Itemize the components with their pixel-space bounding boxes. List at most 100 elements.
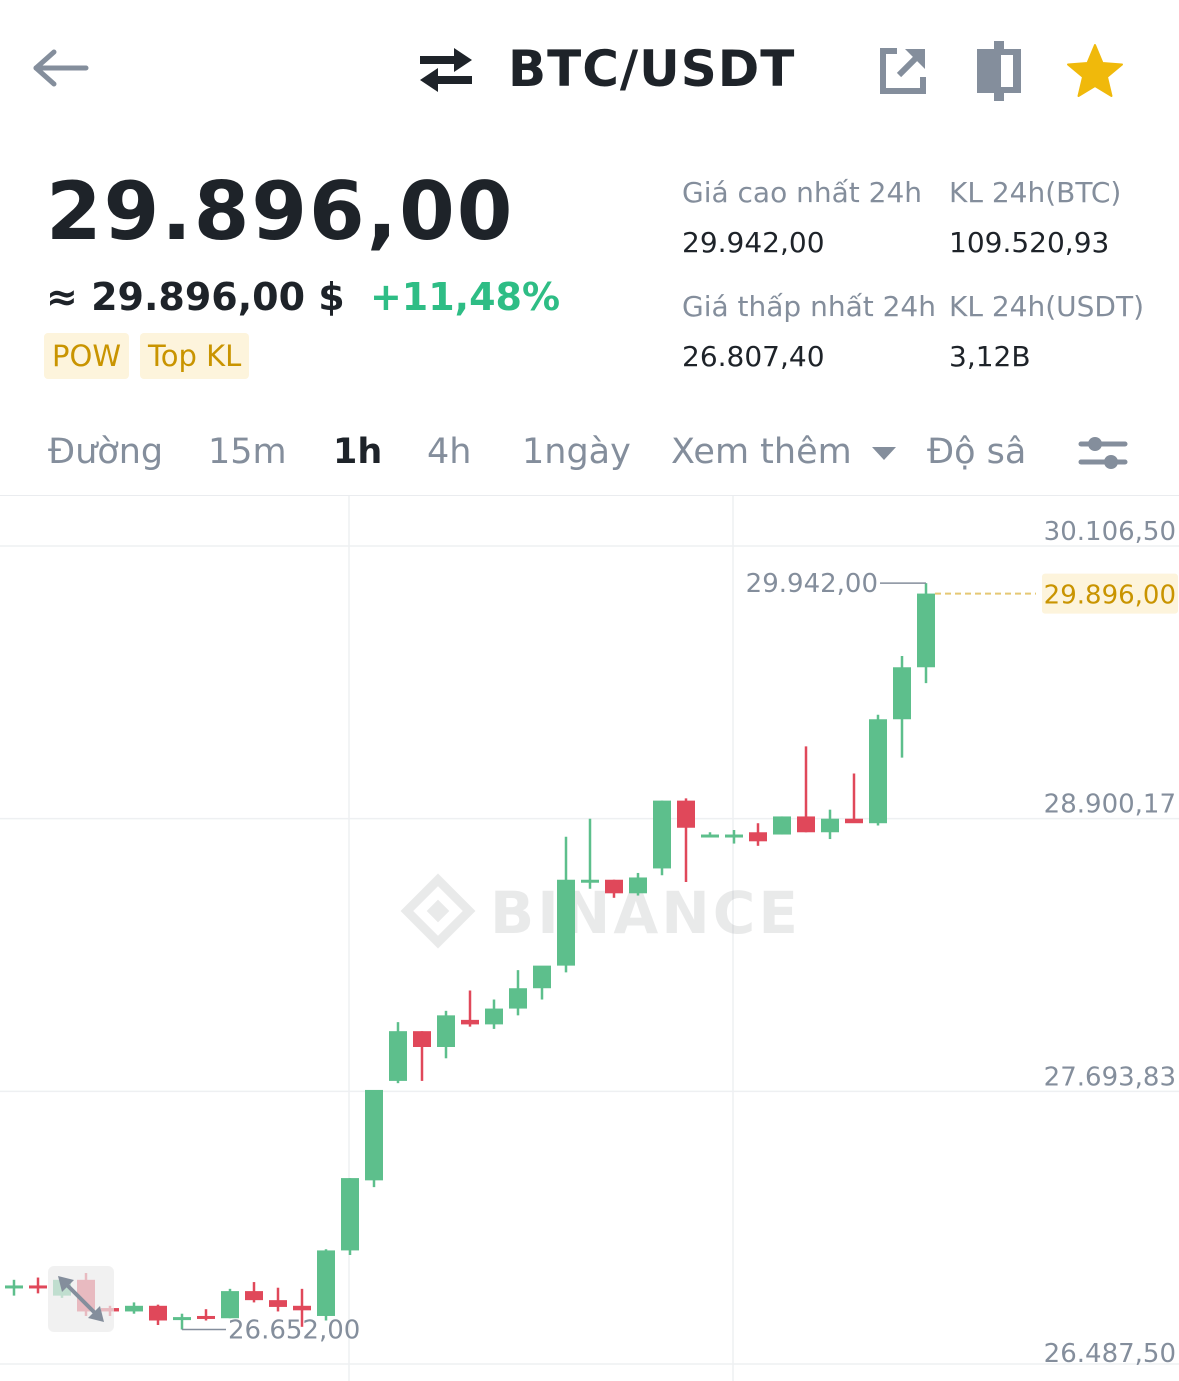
- candle-body: [317, 1250, 335, 1316]
- candle-body: [29, 1285, 47, 1289]
- last-price-label: 29.896,00: [1044, 581, 1176, 611]
- candle: [365, 1089, 383, 1188]
- tag-top-volume[interactable]: Top KL: [140, 333, 250, 379]
- candle-body: [437, 1015, 455, 1047]
- candle: [773, 816, 791, 835]
- volume-btc-label: KL 24h(BTC): [949, 176, 1122, 209]
- tag-pow[interactable]: POW: [44, 333, 129, 379]
- swap-pair-button[interactable]: [414, 42, 478, 98]
- expand-icon: [58, 1276, 104, 1322]
- candle: [605, 879, 623, 898]
- tab-more[interactable]: Xem thêm: [671, 432, 897, 472]
- candle: [437, 1010, 455, 1059]
- tabs-divider: [0, 495, 1179, 496]
- candle-body: [701, 834, 719, 838]
- volume-usdt-label: KL 24h(USDT): [949, 290, 1145, 323]
- price-markers: 29.942,00 26.652,00 29.896,00: [182, 569, 1178, 1346]
- candle-body: [629, 877, 647, 894]
- candle: [677, 798, 695, 882]
- chart-settings-button[interactable]: [1074, 426, 1132, 480]
- usd-price: 29.896,00 $: [91, 275, 345, 319]
- candle-body: [581, 879, 599, 883]
- y-tick-label: 26.487,50: [1044, 1339, 1176, 1369]
- chart-watermark: BINANCE: [400, 873, 798, 949]
- y-tick-label: 28.900,17: [1044, 790, 1176, 820]
- candle-body: [533, 965, 551, 989]
- candle: [461, 990, 479, 1027]
- price-change-percent: +11,48%: [369, 275, 561, 319]
- candle: [845, 773, 863, 824]
- candle: [509, 970, 527, 1016]
- high-24h-label: Giá cao nhất 24h: [682, 176, 923, 209]
- back-button[interactable]: [28, 40, 92, 96]
- candle-body: [485, 1008, 503, 1025]
- candle-body: [389, 1031, 407, 1081]
- candle: [581, 818, 599, 889]
- candle-body: [821, 818, 839, 833]
- high-24h-value: 29.942,00: [682, 226, 825, 259]
- candle: [893, 655, 911, 758]
- approx-sign: ≈: [46, 275, 78, 319]
- candle: [557, 836, 575, 973]
- candle-body: [149, 1305, 167, 1321]
- candle: [269, 1287, 287, 1312]
- candle: [341, 1178, 359, 1255]
- candle-body: [797, 816, 815, 833]
- low-marker-label: 26.652,00: [228, 1316, 360, 1346]
- candle: [317, 1249, 335, 1321]
- favorite-button[interactable]: [1064, 40, 1126, 102]
- candle: [413, 1031, 431, 1081]
- candle: [293, 1288, 311, 1327]
- y-axis: 30.106,50 28.900,17 27.693,83 26.487,50: [1044, 517, 1176, 1369]
- candle-body: [869, 719, 887, 824]
- candle-body: [341, 1178, 359, 1251]
- candle-body: [221, 1291, 239, 1319]
- fullscreen-toggle[interactable]: [48, 1266, 114, 1332]
- candle-body: [365, 1089, 383, 1181]
- tab-1h[interactable]: 1h: [333, 432, 383, 472]
- pair-title[interactable]: BTC/USDT: [508, 40, 796, 98]
- tab-more-label: Xem thêm: [671, 432, 852, 472]
- tab-depth[interactable]: Độ sâu: [927, 432, 1025, 472]
- candle: [245, 1282, 263, 1303]
- candle-body: [845, 818, 863, 824]
- y-tick-label: 30.106,50: [1044, 517, 1176, 547]
- candle: [917, 583, 935, 684]
- candle: [629, 872, 647, 896]
- candle-body: [413, 1031, 431, 1047]
- candle-body: [557, 879, 575, 966]
- candle: [29, 1277, 47, 1294]
- candle-body: [461, 1019, 479, 1025]
- candle: [221, 1288, 239, 1319]
- candle: [485, 999, 503, 1029]
- price-chart[interactable]: BINANCE 29.942,00 26.652,00 29.896,00 30.1…: [0, 496, 1179, 1381]
- share-button[interactable]: [874, 42, 932, 100]
- last-price: 29.896,00: [46, 165, 515, 258]
- external-link-icon: [880, 48, 926, 94]
- volume-usdt-value: 3,12B: [949, 340, 1031, 373]
- tab-line[interactable]: Đường: [48, 432, 164, 472]
- candle-body: [125, 1305, 143, 1312]
- tab-4h[interactable]: 4h: [427, 432, 472, 472]
- low-24h-label: Giá thấp nhất 24h: [682, 290, 936, 323]
- candle: [389, 1022, 407, 1084]
- usd-price-line: ≈ 29.896,00 $ +11,48%: [46, 275, 560, 319]
- candlesticks: [5, 583, 935, 1330]
- tab-15m[interactable]: 15m: [208, 432, 287, 472]
- tab-1day[interactable]: 1ngày: [522, 432, 631, 472]
- compare-button[interactable]: [970, 40, 1028, 102]
- candle: [125, 1302, 143, 1314]
- candle: [869, 714, 887, 826]
- candle-body: [893, 667, 911, 720]
- candle: [749, 823, 767, 846]
- candle: [149, 1304, 167, 1326]
- candle-body: [245, 1291, 263, 1301]
- volume-btc-value: 109.520,93: [949, 226, 1110, 259]
- candle-body: [293, 1305, 311, 1311]
- candle: [653, 800, 671, 876]
- candle: [821, 809, 839, 840]
- candle: [701, 832, 719, 838]
- y-tick-label: 27.693,83: [1044, 1062, 1176, 1092]
- candle-body: [509, 988, 527, 1009]
- sliders-icon: [1078, 437, 1128, 469]
